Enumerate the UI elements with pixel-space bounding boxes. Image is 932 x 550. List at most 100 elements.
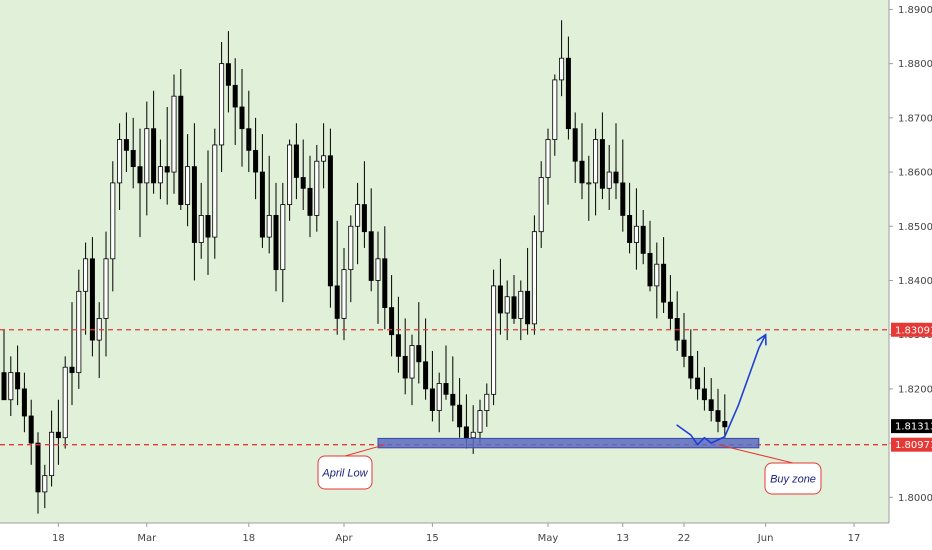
candle-up [593, 139, 599, 184]
annotations-layer: April Low Buy zone [317, 444, 822, 495]
current-price-tag-bg [891, 419, 932, 434]
candle-down [21, 388, 27, 417]
y-tick-label: 1.88000 [898, 59, 932, 70]
candle-down [695, 377, 701, 390]
candle-up [8, 372, 14, 401]
callout-box [764, 462, 822, 495]
candle-down [627, 215, 633, 243]
projection-layer [676, 333, 767, 446]
x-tick-label: May [538, 533, 559, 544]
candle-down [55, 431, 61, 439]
y-tick-label: 1.84000 [898, 276, 932, 287]
candle-down [273, 215, 279, 271]
candle-down [708, 399, 714, 411]
price-axis[interactable] [889, 0, 932, 523]
candle-down [416, 345, 422, 363]
candle-down [253, 149, 259, 173]
candle-down [164, 166, 170, 173]
candle-up [491, 285, 497, 395]
candle-up [157, 166, 163, 184]
x-tick-label: 18 [242, 533, 255, 544]
candle-up [62, 366, 68, 439]
x-tick-label: Mar [137, 533, 157, 544]
candle-down [599, 139, 605, 189]
candle-down [205, 215, 211, 238]
callout[interactable]: April Low [317, 444, 385, 490]
candle-up [171, 95, 177, 173]
y-tick-label: 1.89000 [898, 5, 932, 16]
candle-down [368, 231, 374, 281]
candle-down [123, 139, 129, 151]
callout-pointer [344, 444, 385, 457]
x-tick-label: 13 [616, 533, 629, 544]
candle-down [667, 301, 673, 319]
candle-up [42, 475, 48, 493]
candle-down [457, 404, 463, 428]
callout-pointer [717, 444, 794, 464]
candlesticks [1, 20, 728, 514]
time-axis[interactable] [0, 523, 932, 550]
callout[interactable]: Buy zone [717, 444, 822, 495]
candle-down [246, 128, 252, 151]
current-price-tag: 1.81313 [891, 419, 932, 434]
y-tick-label: 1.80000 [898, 493, 932, 504]
candle-down [688, 355, 694, 379]
x-tick-label: 18 [52, 533, 65, 544]
candle-up [280, 204, 286, 271]
candle-up [538, 177, 544, 233]
candle-down [259, 171, 265, 238]
candle-up [76, 290, 82, 374]
candle-down [232, 84, 238, 108]
callout-label: Buy zone [770, 474, 816, 486]
candle-down [69, 366, 75, 374]
candle-up [375, 258, 381, 281]
candle-down [620, 182, 626, 216]
projection-arrowhead [756, 333, 767, 346]
candle-down [450, 393, 456, 406]
candle-up [198, 215, 204, 243]
x-tick-label: 15 [426, 533, 439, 544]
candle-up [409, 345, 415, 379]
x-tick-label: 22 [678, 533, 691, 544]
x-tick-labels: 18Mar18Apr15May1322Jun17Jul [52, 523, 861, 544]
candle-up [185, 166, 191, 205]
candle-down [572, 128, 578, 162]
candle-down [334, 285, 340, 319]
candle-up [545, 139, 551, 178]
candle-down [722, 421, 728, 428]
candle-up [355, 204, 361, 227]
candle-up [484, 393, 490, 411]
candle-down [15, 372, 21, 390]
candle-down [307, 187, 313, 216]
candle-down [35, 442, 41, 493]
candle-down [497, 285, 503, 314]
candle-up [314, 160, 320, 216]
buy-zone-layer [377, 437, 760, 449]
candle-up [321, 155, 327, 162]
candle-down [681, 339, 687, 357]
candle-down [300, 177, 306, 189]
candle-down [423, 361, 429, 390]
candle-down [715, 410, 721, 422]
candle-down [1, 372, 7, 401]
candle-down [239, 106, 245, 130]
candle-down [443, 383, 449, 395]
x-tick-label: 17 [848, 533, 861, 544]
candle-down [327, 155, 333, 287]
candle-up [83, 258, 89, 292]
x-tick-label: Apr [335, 533, 353, 544]
candle-up [531, 231, 537, 325]
buy-zone-rect [377, 437, 760, 449]
candle-down [28, 415, 34, 444]
candle-up [219, 63, 225, 146]
candle-down [361, 204, 367, 233]
candle-up [504, 296, 510, 314]
y-tick-label: 1.86000 [898, 168, 932, 179]
candle-up [436, 383, 442, 411]
candle-down [402, 355, 408, 379]
plot-area[interactable] [0, 0, 889, 523]
candle-down [640, 225, 646, 254]
